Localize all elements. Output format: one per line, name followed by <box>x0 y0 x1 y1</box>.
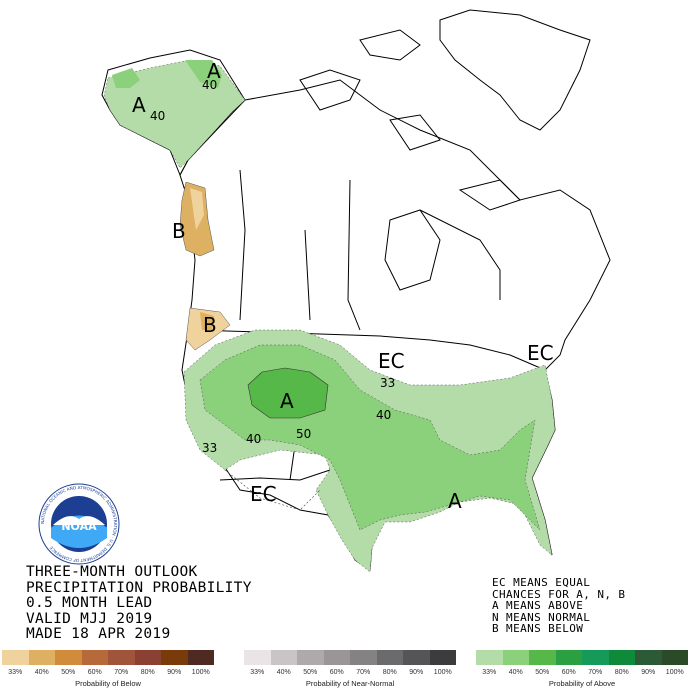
alaska-40-top-label: 40 <box>202 78 217 92</box>
below-scale <box>2 650 214 665</box>
contour-40-plains-label: 40 <box>376 408 391 422</box>
normal-tick-label: 60% <box>329 669 344 676</box>
title-line-1: THREE-MONTH OUTLOOK <box>26 564 198 580</box>
above-scale-cell <box>529 650 556 665</box>
above-scale-cell <box>555 650 582 665</box>
above-ticks: 33% 40% 50% 60% 70% 80% 90% 100% <box>476 669 688 676</box>
us-above-50-area <box>247 367 329 419</box>
map-labels: A 40 A 40 B B A 50 40 33 40 33 EC EC EC … <box>132 59 554 513</box>
below-scale-cell <box>55 650 82 665</box>
normal-scale-cell <box>429 650 456 665</box>
normal-tick-label: 70% <box>356 669 371 676</box>
below-tick-label: 40% <box>34 669 49 676</box>
above-scale-cell <box>635 650 662 665</box>
normal-scale-cell <box>297 650 324 665</box>
normal-scale <box>244 650 456 665</box>
title-line-3: 0.5 MONTH LEAD <box>26 595 153 612</box>
contour-33-west-label: 33 <box>202 441 217 455</box>
normal-scale-title: Probability of Near-Normal <box>305 679 395 688</box>
ec-northeast-label: EC <box>527 341 554 365</box>
precip-shading <box>103 59 556 573</box>
below-scale-cell <box>134 650 161 665</box>
oregon-b-label: B <box>203 313 217 337</box>
contour-33-plains-label: 33 <box>380 376 395 390</box>
alaska-a-top-label: A <box>207 59 221 83</box>
title-line-2: PRECIPITATION PROBABILITY <box>26 579 252 596</box>
legend-line-5: B MEANS BELOW <box>492 622 584 636</box>
normal-tick-label: 50% <box>303 669 318 676</box>
normal-ticks: 33% 40% 50% 60% 70% 80% 90% 100% <box>244 669 456 676</box>
below-scale-cell <box>81 650 108 665</box>
legend-line-3: A MEANS ABOVE <box>492 599 584 613</box>
below-scale-cell <box>2 650 29 665</box>
below-tick-label: 70% <box>114 669 129 676</box>
contour-50-label: 50 <box>296 427 311 441</box>
normal-scale-cell <box>403 650 430 665</box>
normal-scale-cell <box>270 650 297 665</box>
alaska-above-40-area <box>185 60 222 88</box>
above-tick-label: 33% <box>482 669 497 676</box>
normal-scale-cell <box>244 650 271 665</box>
normal-tick-label: 33% <box>250 669 265 676</box>
below-scale-cell <box>161 650 188 665</box>
logo-text: NOAA <box>61 520 97 533</box>
ec-north-label: EC <box>378 349 405 373</box>
normal-tick-label: 90% <box>409 669 424 676</box>
below-tick-label: 60% <box>87 669 102 676</box>
alaska-a-mid-label: A <box>132 93 146 117</box>
above-scale-cell <box>661 650 688 665</box>
legend-line-1: EC MEANS EQUAL <box>492 576 591 589</box>
legend-notes: EC MEANS EQUAL CHANCES FOR A, N, B A MEA… <box>492 577 625 635</box>
normal-scale-cell <box>350 650 377 665</box>
above-tick-label: 40% <box>508 669 523 676</box>
below-tick-label: 80% <box>140 669 155 676</box>
outlook-map: A 40 A 40 B B A 50 40 33 40 33 EC EC EC … <box>101 9 611 573</box>
below-tick-label: 50% <box>61 669 76 676</box>
contour-40-west-label: 40 <box>246 432 261 446</box>
noaa-logo: NATIONAL OCEANIC AND ATMOSPHERIC ADMINIS… <box>38 483 120 565</box>
below-tick-label: 33% <box>8 669 23 676</box>
normal-scale-cell <box>376 650 403 665</box>
normal-tick-label: 100% <box>433 669 452 676</box>
above-scale-cell <box>582 650 609 665</box>
below-scale-cell <box>28 650 55 665</box>
above-tick-label: 60% <box>561 669 576 676</box>
normal-tick-label: 80% <box>382 669 397 676</box>
bc-b-label: B <box>172 219 186 243</box>
alaska-40-mid-label: 40 <box>150 109 165 123</box>
title-line-5: MADE 18 APR 2019 <box>26 626 171 643</box>
below-tick-label: 100% <box>191 669 210 676</box>
contours <box>224 469 321 511</box>
below-ticks: 33% 40% 50% 60% 70% 80% 90% 100% <box>2 669 214 676</box>
legend-line-4: N MEANS NORMAL <box>492 610 591 624</box>
above-scale <box>476 650 688 665</box>
title-block: THREE-MONTH OUTLOOK PRECIPITATION PROBAB… <box>26 564 252 643</box>
above-tick-label: 80% <box>614 669 629 676</box>
above-tick-label: 50% <box>535 669 550 676</box>
below-scale-cell <box>187 650 214 665</box>
southeast-a-label: A <box>448 489 462 513</box>
legend-line-2: CHANCES FOR A, N, B <box>492 587 626 601</box>
above-scale-cell <box>608 650 635 665</box>
above-tick-label: 70% <box>588 669 603 676</box>
below-scale-cell <box>108 650 135 665</box>
above-scale-cell <box>502 650 529 665</box>
below-scale-title: Probability of Below <box>75 679 141 688</box>
below-tick-label: 90% <box>167 669 182 676</box>
rockies-a-label: A <box>280 389 294 413</box>
normal-scale-cell <box>323 650 350 665</box>
above-scale-cell <box>476 650 503 665</box>
above-tick-label: 90% <box>641 669 656 676</box>
above-scale-title: Probability of Above <box>548 679 616 688</box>
normal-tick-label: 40% <box>276 669 291 676</box>
above-tick-label: 100% <box>665 669 684 676</box>
title-line-4: VALID MJJ 2019 <box>26 610 153 627</box>
ec-southwest-label: EC <box>250 482 277 506</box>
